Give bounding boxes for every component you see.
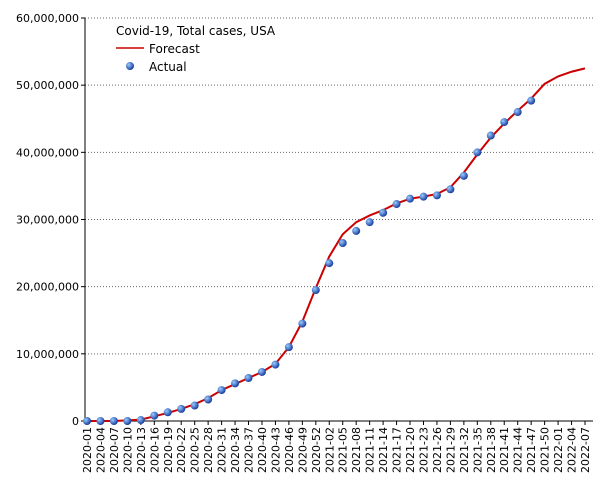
y-tick-label: 30,000,000 [16,214,79,227]
x-tick-label: 2020-31 [216,427,229,473]
data-point [217,386,226,395]
data-point [150,411,159,420]
data-point [298,319,307,328]
x-tick-label: 2020-25 [189,427,202,473]
x-tick-label: 2021-02 [323,427,336,473]
data-point [365,218,374,227]
x-tick-label: 2021-32 [458,427,471,473]
y-tick-label: 40,000,000 [16,146,79,159]
data-point [419,192,428,201]
data-point [500,118,509,127]
x-tick-label: 2021-38 [485,427,498,473]
x-tick-label: 2022-04 [566,427,579,473]
legend-title: Covid-19, Total cases, USA [116,24,276,38]
y-tick-label: 0 [72,415,79,428]
x-tick-label: 2021-17 [391,427,404,473]
y-tick-label: 20,000,000 [16,281,79,294]
y-tick-label: 50,000,000 [16,79,79,92]
data-point [136,416,145,425]
data-point [96,417,105,425]
legend-label: Forecast [149,42,200,56]
legend-label: Actual [149,60,187,74]
x-tick-label: 2021-47 [525,427,538,473]
x-tick-label: 2021-23 [417,427,430,473]
x-tick-label: 2021-20 [404,427,417,473]
x-tick-label: 2021-35 [471,427,484,473]
x-tick-label: 2020-40 [256,427,269,473]
data-point [379,208,388,217]
x-tick-label: 2020-04 [94,427,107,473]
x-tick-label: 2020-01 [81,427,94,473]
data-point [406,194,415,203]
x-tick-label: 2021-08 [350,427,363,473]
y-tick-label: 60,000,000 [16,12,79,25]
x-tick-label: 2021-14 [377,427,390,473]
data-point [325,259,334,268]
x-tick-label: 2020-43 [269,427,282,473]
data-point [284,343,293,352]
data-point [352,226,361,235]
data-point [446,185,455,194]
data-point [123,417,132,425]
x-tick-label: 2022-07 [579,427,592,473]
x-tick-label: 2021-11 [364,427,377,473]
x-tick-label: 2020-52 [310,427,323,473]
data-point [83,417,91,425]
data-point [486,131,495,140]
x-tick-label: 2020-10 [121,427,134,473]
data-point [163,408,172,417]
x-tick-label: 2020-49 [296,427,309,473]
data-point [177,404,186,413]
y-tick-label: 10,000,000 [16,348,79,361]
x-tick-label: 2021-50 [539,427,552,473]
data-point [432,191,441,200]
data-point [513,108,522,117]
x-tick-label: 2020-07 [108,427,121,473]
x-tick-label: 2021-26 [431,427,444,473]
x-tick-label: 2021-29 [444,427,457,473]
x-tick-label: 2020-28 [202,427,215,473]
x-tick-label: 2020-46 [283,427,296,473]
data-point [257,367,266,376]
data-point [231,379,240,388]
x-tick-label: 2020-37 [243,427,256,473]
x-tick-label: 2020-16 [148,427,161,473]
x-tick-label: 2020-22 [175,427,188,473]
data-point [190,401,199,410]
data-point [271,360,280,369]
data-point [527,96,536,105]
x-tick-label: 2021-05 [337,427,350,473]
x-tick-label: 2020-13 [135,427,148,473]
legend-marker [126,62,134,70]
x-tick-label: 2021-44 [512,427,525,473]
data-point [459,171,468,180]
data-point [204,395,213,404]
x-tick-label: 2020-19 [162,427,175,473]
x-tick-label: 2020-34 [229,427,242,473]
data-point [473,148,482,157]
data-point [109,417,118,425]
data-point [244,374,253,383]
data-point [392,200,401,209]
x-tick-label: 2021-41 [498,427,511,473]
data-point [311,286,320,295]
x-tick-label: 2022-01 [552,427,565,473]
data-point [338,239,347,248]
